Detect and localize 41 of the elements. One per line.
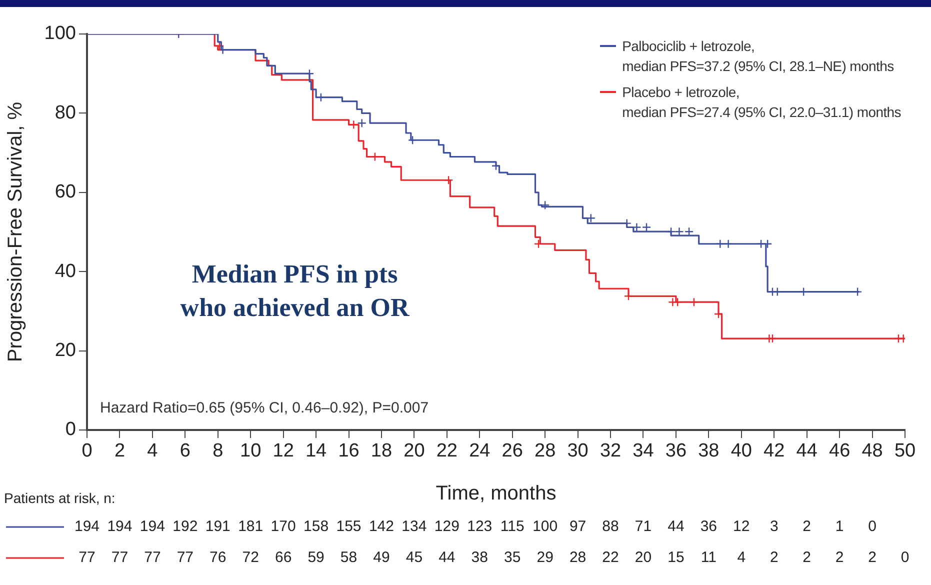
x-tick-label: 6 — [180, 440, 190, 462]
y-tick-label: 100 — [44, 23, 76, 44]
x-tick-label: 50 — [894, 440, 916, 462]
x-tick-label: 14 — [305, 440, 328, 462]
x-tick-label: 20 — [404, 440, 425, 462]
x-tick-label: 34 — [632, 440, 654, 462]
y-axis-title: Progression-Free Survival, % — [4, 102, 27, 362]
x-tick-label: 32 — [600, 440, 622, 462]
x-tick-label: 18 — [370, 440, 392, 462]
y-tick-label: 60 — [54, 182, 76, 203]
x-tick-label: 8 — [212, 440, 224, 462]
x-tick-label: 28 — [534, 440, 556, 462]
x-tick-label: 10 — [240, 440, 262, 462]
y-tick-label: 0 — [65, 419, 76, 440]
x-tick-label: 40 — [730, 440, 752, 462]
text: Patients at risk, n: — [4, 490, 116, 506]
x-tick-label: 30 — [567, 440, 588, 462]
x-tick-label: 36 — [665, 440, 687, 462]
x-tick-label: 4 — [147, 440, 158, 462]
x-axis-title: Time, months — [436, 482, 556, 505]
x-tick-label: 26 — [502, 440, 523, 462]
x-tick-label: 0 — [82, 440, 92, 462]
text: 77 77 77 77 76 72 66 59 58 49 45 44 38 35 29 28 22 20 15 11 4 2 2 2 2 0 — [78, 549, 910, 566]
x-tick-label: 16 — [338, 440, 360, 462]
y-tick-label: 40 — [54, 260, 76, 282]
x-tick-label: 48 — [862, 440, 883, 462]
x-tick-label: 44 — [796, 440, 818, 462]
annotation: Hazard Ratio=0.65 (95% CI, 0.46–0.92), P=0.007 — [100, 399, 429, 416]
x-tick-label: 46 — [828, 440, 850, 462]
x-tick-label: 22 — [436, 440, 458, 462]
x-tick-label: 38 — [698, 440, 720, 462]
text: 194 194 194 192 191 181 170 158 155 142 134 129 123 115 100 97 88 71 44 36 12 3 2 1 0 — [74, 518, 876, 536]
annotation: Median PFS in pts who achieved an OR — [180, 259, 410, 322]
x-tick-label: 12 — [272, 440, 294, 462]
x-tick-label: 42 — [764, 440, 785, 462]
legend-label: Placebo + letrozole, median PFS=27.4 (95% CI, 22.0–31.1) months — [622, 83, 901, 122]
y-tick-label: 80 — [54, 102, 76, 124]
legend-label: Palbociclib + letrozole, median PFS=37.2 (95% CI, 28.1–NE) months — [622, 37, 894, 76]
x-tick-label: 2 — [114, 440, 126, 462]
x-tick-label: 24 — [469, 440, 491, 462]
y-tick-label: 20 — [54, 340, 76, 362]
